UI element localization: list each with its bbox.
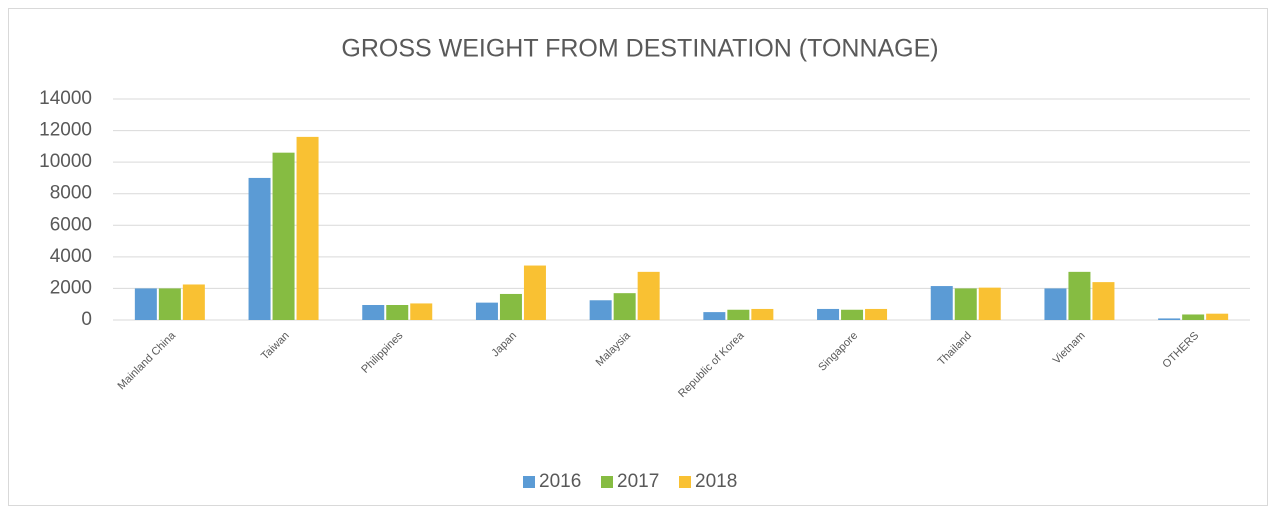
legend-label: 2017	[617, 471, 659, 492]
y-tick-label: 2000	[50, 277, 92, 298]
legend-label: 2018	[695, 471, 737, 492]
bar	[978, 287, 1001, 320]
y-tick-label: 10000	[39, 151, 92, 172]
bar	[930, 286, 953, 320]
bar	[410, 303, 433, 320]
bar	[727, 309, 750, 320]
chart-title: GROSS WEIGHT FROM DESTINATION (TONNAGE)	[341, 35, 938, 63]
bar	[841, 309, 864, 320]
bar	[475, 302, 498, 320]
bar	[158, 288, 181, 320]
y-tick-label: 4000	[50, 246, 92, 267]
y-tick-label: 0	[81, 309, 92, 330]
y-tick-label: 6000	[50, 214, 92, 235]
bar	[1068, 271, 1091, 320]
bar	[182, 284, 205, 320]
legend-swatch	[601, 476, 613, 488]
bar	[248, 177, 271, 320]
y-tick-label: 14000	[39, 88, 92, 109]
bar	[272, 152, 295, 320]
bar	[1182, 314, 1205, 320]
bar	[386, 305, 409, 320]
bar	[703, 312, 726, 320]
bar	[1158, 318, 1181, 320]
bar	[296, 136, 319, 320]
bar	[613, 293, 636, 320]
bar	[637, 271, 660, 320]
legend-label: 2016	[539, 471, 581, 492]
bar	[751, 308, 774, 320]
bar	[954, 288, 977, 320]
bar	[362, 305, 385, 320]
y-tick-label: 8000	[50, 183, 92, 204]
legend-swatch	[523, 476, 535, 488]
bar	[1092, 282, 1115, 320]
bar	[589, 300, 612, 320]
bar	[817, 308, 840, 320]
bar	[499, 293, 522, 320]
bar	[523, 265, 546, 320]
bar	[1044, 288, 1067, 320]
bar	[1206, 313, 1229, 320]
y-tick-label: 12000	[39, 120, 92, 141]
bar	[865, 308, 888, 320]
legend-swatch	[679, 476, 691, 488]
bar	[134, 288, 157, 320]
